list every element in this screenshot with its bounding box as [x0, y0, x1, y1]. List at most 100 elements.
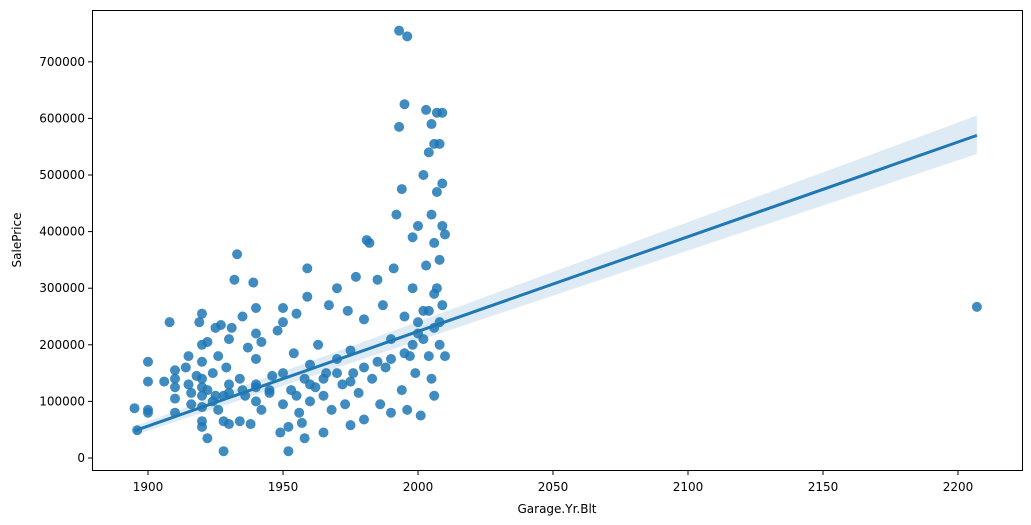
y-tick-label: 300000 [39, 281, 85, 295]
data-point [186, 387, 197, 398]
x-tick-label: 2000 [403, 480, 434, 494]
data-point [431, 186, 442, 197]
data-point [423, 305, 434, 316]
data-point [143, 356, 153, 367]
data-point [402, 404, 413, 415]
data-point [202, 336, 213, 347]
data-point [305, 396, 315, 407]
data-point [342, 305, 353, 316]
data-point [197, 356, 207, 367]
data-point [437, 300, 448, 311]
data-point [288, 348, 299, 359]
data-point [410, 368, 421, 379]
data-point [251, 396, 261, 407]
data-point [372, 356, 383, 367]
data-point [224, 379, 234, 390]
data-point [426, 119, 437, 130]
data-point [294, 407, 305, 418]
data-point [159, 376, 170, 387]
data-point [170, 373, 180, 384]
data-point [234, 373, 245, 384]
y-tick-label: 600000 [39, 111, 85, 125]
y-axis-label: SalePrice [10, 213, 24, 268]
data-point [429, 288, 440, 299]
data-point [283, 421, 294, 432]
data-point [434, 339, 445, 350]
data-point [413, 317, 423, 328]
data-point [426, 209, 437, 220]
data-point [302, 263, 313, 274]
data-point [278, 399, 288, 410]
data-point [164, 317, 175, 328]
data-point [434, 138, 445, 149]
data-point [234, 416, 245, 427]
data-point [423, 147, 434, 158]
data-point [426, 373, 437, 384]
data-point [221, 362, 232, 373]
data-point [359, 314, 369, 325]
data-point [245, 419, 256, 430]
data-point [197, 416, 207, 427]
data-point [386, 353, 396, 364]
plot-frame [92, 10, 1023, 471]
data-point [302, 291, 313, 302]
scatter-points [129, 25, 982, 457]
data-point [380, 362, 391, 373]
data-point [377, 300, 388, 311]
data-point [232, 249, 243, 260]
x-tick-label: 2100 [673, 480, 704, 494]
data-point [283, 446, 294, 457]
data-point [251, 353, 261, 364]
data-point [394, 121, 405, 132]
x-tick-label: 1900 [133, 480, 164, 494]
data-point [372, 274, 383, 285]
data-point [394, 25, 405, 36]
data-point [421, 260, 432, 271]
x-axis: 1900 1950 2000 2050 2100 2150 2200 [133, 471, 973, 494]
data-point [318, 373, 329, 384]
data-point [386, 407, 396, 418]
data-point [275, 427, 286, 438]
data-point [437, 178, 448, 189]
data-point [364, 237, 375, 248]
data-point [143, 407, 153, 418]
data-point [415, 410, 426, 421]
data-point [256, 336, 267, 347]
data-point [345, 376, 356, 387]
data-point [143, 376, 153, 387]
data-point [256, 404, 267, 415]
data-point [299, 433, 310, 444]
data-point [197, 308, 207, 319]
data-point [332, 368, 342, 379]
data-point [251, 303, 261, 314]
data-point [218, 446, 229, 457]
data-point [170, 382, 180, 393]
data-point [224, 419, 234, 430]
data-point [224, 334, 234, 345]
data-point [278, 303, 288, 314]
data-point [242, 342, 253, 353]
data-point [375, 399, 386, 410]
data-point [440, 351, 450, 362]
data-point [180, 362, 191, 373]
data-point [291, 390, 302, 401]
data-point [407, 339, 418, 350]
data-point [423, 351, 434, 362]
data-point [226, 322, 237, 333]
data-point [421, 104, 432, 115]
data-point [437, 107, 448, 118]
data-point [345, 420, 356, 431]
data-point [202, 433, 213, 444]
data-point [202, 385, 213, 396]
data-point [183, 379, 194, 390]
data-point [402, 31, 413, 42]
data-point [332, 283, 342, 294]
data-point [237, 311, 248, 322]
data-point [418, 170, 429, 180]
data-point [391, 209, 402, 220]
data-point [337, 379, 348, 390]
data-point [388, 263, 399, 274]
x-tick-label: 1950 [268, 480, 299, 494]
y-tick-label: 400000 [39, 225, 85, 239]
